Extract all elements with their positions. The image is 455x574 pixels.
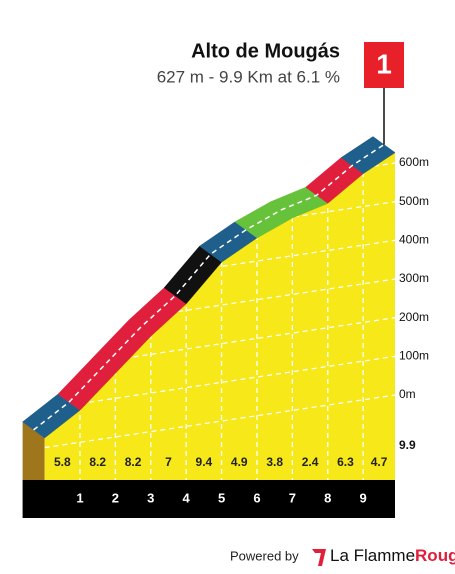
gradient-label: 8.2 xyxy=(89,455,106,469)
band-centerline xyxy=(33,143,385,431)
gradient-label: 8.2 xyxy=(125,455,142,469)
gradient-label: 6.3 xyxy=(337,455,354,469)
x-tick-label: 9.9 xyxy=(399,438,416,452)
side-face xyxy=(22,421,45,480)
x-tick-label: 7 xyxy=(289,490,296,505)
gradient-label: 5.8 xyxy=(54,455,71,469)
x-tick-label: 8 xyxy=(324,490,331,505)
brand-b: Rouge xyxy=(415,546,455,565)
gradient-label: 7 xyxy=(165,455,172,469)
brand: La FlammeRouge xyxy=(330,546,455,565)
brand-a: La Flamme xyxy=(330,546,415,565)
x-tick-label: 1 xyxy=(76,490,83,505)
x-tick-label: 3 xyxy=(147,490,154,505)
category-label: 1 xyxy=(376,48,392,79)
x-tick-label: 5 xyxy=(218,490,225,505)
chart-title: Alto de Mougás xyxy=(191,40,340,62)
plot: 5.8 8.2 8.2 7 9.4 4.9 3.8 2.4 6.3 4.7 1 0m 100m 200m 3… xyxy=(22,42,429,518)
x-tick-label: 6 xyxy=(253,490,260,505)
y-tick-label: 400m xyxy=(399,233,429,247)
gradient-label: 9.4 xyxy=(196,455,213,469)
x-tick-label: 2 xyxy=(112,490,119,505)
x-tick-label: 4 xyxy=(183,490,191,505)
gradient-label: 3.8 xyxy=(266,455,283,469)
x-tick-label: 9 xyxy=(360,490,367,505)
y-tick-label: 100m xyxy=(399,349,429,363)
gradient-label: 4.7 xyxy=(371,455,388,469)
km-strip xyxy=(22,480,395,518)
y-tick-label: 300m xyxy=(399,271,429,285)
gradient-label: 4.9 xyxy=(231,455,248,469)
gradient-label: 2.4 xyxy=(302,455,319,469)
brand-logo xyxy=(312,549,326,566)
y-tick-label: 200m xyxy=(399,310,429,324)
y-tick-label: 600m xyxy=(399,155,429,169)
powered-by: Powered by xyxy=(230,548,299,563)
y-tick-label: 0m xyxy=(399,387,416,401)
profile-face xyxy=(44,152,395,480)
y-tick-label: 500m xyxy=(399,194,429,208)
flag xyxy=(364,42,404,88)
chart-subtitle: 627 m - 9.9 Km at 6.1 % xyxy=(157,67,340,86)
